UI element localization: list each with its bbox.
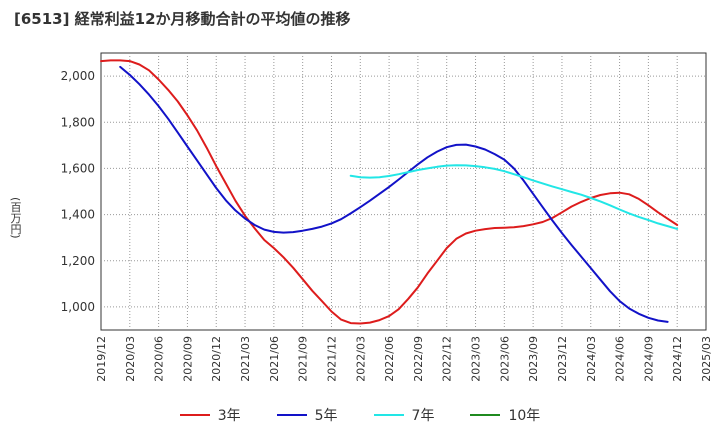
- legend-item: 3年: [179, 405, 241, 425]
- legend-item: 10年: [470, 405, 540, 425]
- y-tick-label: 2,000: [61, 69, 95, 83]
- y-tick-label: 1,600: [61, 161, 95, 175]
- series-line-3年: [100, 59, 679, 325]
- x-tick-label: 2022/09: [412, 336, 425, 382]
- legend-label: 7年: [411, 408, 435, 424]
- x-tick-label: 2023/03: [470, 336, 483, 382]
- x-tick-label: 2021/12: [325, 336, 338, 382]
- chart-title: [6513] 経常利益12か月移動合計の平均値の推移: [14, 10, 351, 28]
- x-tick-label: 2021/03: [239, 336, 252, 382]
- legend: 3年 5年 7年 10年: [0, 403, 720, 427]
- plot-area: [100, 52, 707, 331]
- y-tick-label: 1,800: [61, 115, 95, 129]
- legend-swatch: [373, 414, 404, 416]
- x-tick-label: 2023/12: [556, 336, 569, 382]
- x-tick-label: 2022/03: [354, 336, 367, 382]
- x-tick-label: 2024/06: [614, 336, 627, 382]
- x-tick-label: 2021/06: [268, 336, 281, 382]
- legend-label: 3年: [217, 408, 241, 424]
- x-tick-label: 2020/03: [124, 336, 137, 382]
- x-tick-label: 2024/03: [585, 336, 598, 382]
- y-tick-label: 1,400: [61, 208, 95, 222]
- x-tick-label: 2022/12: [441, 336, 454, 382]
- x-tick-label: 2019/12: [95, 336, 108, 382]
- series-lines: [100, 59, 679, 325]
- legend-label: 5年: [314, 408, 338, 424]
- y-tick-label: 1,200: [61, 254, 95, 268]
- x-tick-label: 2020/12: [210, 336, 223, 382]
- legend-label: 10年: [508, 408, 541, 424]
- x-tick-label: 2021/09: [297, 336, 310, 382]
- x-tick-label: 2020/09: [181, 336, 194, 382]
- x-tick-label: 2020/06: [153, 336, 166, 382]
- legend-swatch: [179, 414, 210, 416]
- legend-swatch: [470, 414, 501, 416]
- x-tick-label: 2024/09: [642, 336, 655, 382]
- x-tick-label: 2022/06: [383, 336, 396, 382]
- x-tick-label: 2023/09: [527, 336, 540, 382]
- y-axis-label: (百万円): [9, 197, 22, 239]
- series-line-7年: [349, 164, 679, 230]
- legend-item: 7年: [373, 405, 435, 425]
- x-tick-label: 2024/12: [671, 336, 684, 382]
- legend-swatch: [276, 414, 307, 416]
- y-tick-labels: 1,000 1,200 1,400 1,600 1,800 2,000: [61, 69, 95, 314]
- legend-item: 5年: [276, 405, 338, 425]
- x-tick-labels: 2019/12 2020/03 2020/06 2020/09 2020/12 2021/…: [95, 336, 713, 382]
- series-line-5年: [119, 65, 669, 323]
- x-tick-label: 2023/06: [498, 336, 511, 382]
- y-tick-label: 1,000: [61, 300, 95, 314]
- grid-lines: [101, 53, 706, 330]
- x-tick-label: 2025/03: [700, 336, 713, 382]
